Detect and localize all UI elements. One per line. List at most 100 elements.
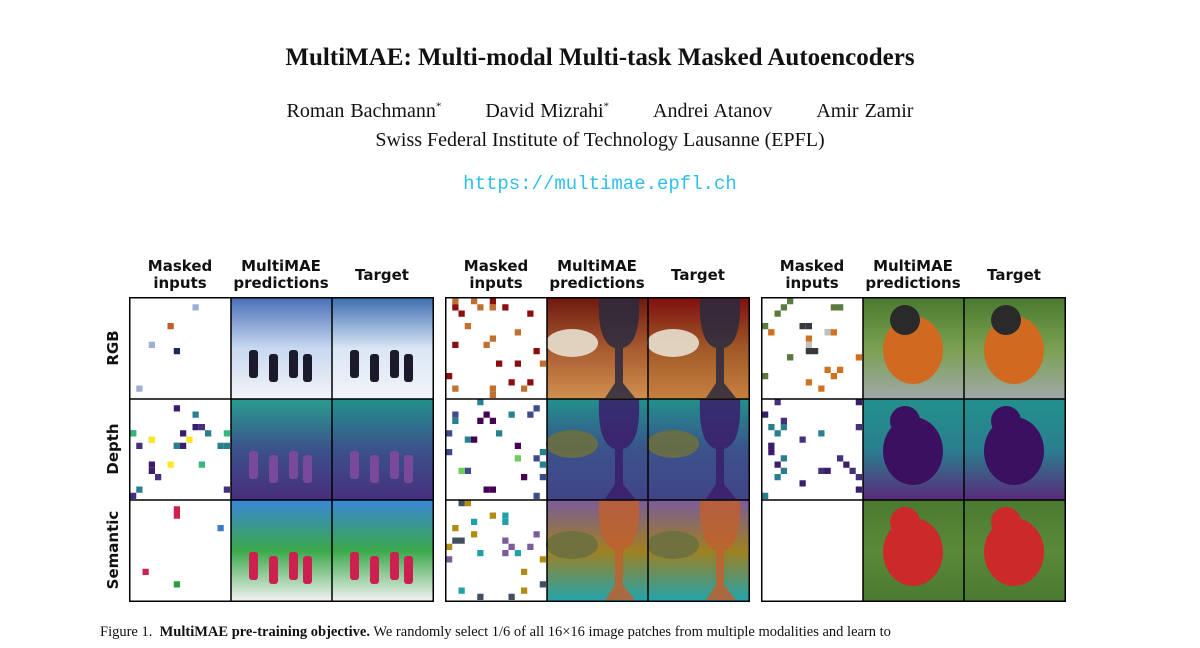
patch [192, 304, 199, 311]
patch [780, 304, 787, 311]
patch [533, 405, 540, 412]
row-label: RGB [104, 330, 122, 366]
patch [830, 373, 837, 380]
patch [192, 424, 199, 431]
patch [173, 348, 180, 355]
patch [167, 323, 174, 330]
patch [464, 500, 471, 507]
plate [647, 531, 699, 559]
header-line: predictions [865, 274, 961, 292]
masked-bg [446, 500, 547, 601]
figure-shape [269, 556, 278, 584]
patch [780, 455, 787, 462]
column-header: MultiMAE predictions [231, 258, 331, 292]
patch [805, 341, 812, 348]
patch [458, 467, 465, 474]
bird-head [890, 507, 920, 537]
patch [148, 467, 155, 474]
figure-shape [269, 455, 278, 483]
patch [768, 329, 775, 336]
patch [768, 449, 775, 456]
patch [142, 568, 149, 575]
patch [539, 581, 546, 588]
masked-bg [762, 500, 863, 601]
column-header: Masked inputs [130, 258, 230, 292]
figure-shape [404, 556, 413, 584]
caption-text: We randomly select 1/6 of all 16×16 imag… [373, 624, 891, 640]
image [332, 500, 433, 601]
patch [855, 354, 862, 361]
plate [546, 531, 598, 559]
patch [173, 506, 180, 513]
header-line: Masked [779, 257, 845, 275]
author-mark: * [603, 100, 610, 113]
patch [130, 492, 137, 499]
caption-label: Figure 1. [100, 624, 153, 640]
figure-shape [289, 451, 298, 479]
author-name: Roman Bachmann [286, 100, 436, 122]
panel-border [129, 297, 434, 602]
patch [533, 348, 540, 355]
patch [471, 531, 478, 538]
patch [496, 360, 503, 367]
patch [186, 436, 193, 443]
authors: Roman Bachmann* David Mizrahi* Andrei Atan… [0, 100, 1200, 123]
panel-border [761, 297, 1066, 602]
patch [167, 461, 174, 468]
header-line: Target [355, 266, 409, 284]
figure-shape [289, 552, 298, 580]
patch [489, 391, 496, 398]
header-line: inputs [785, 274, 839, 292]
patch [787, 298, 794, 305]
patch [471, 518, 478, 525]
patch [502, 537, 509, 544]
patch [452, 298, 459, 305]
patch [527, 379, 534, 386]
patch [223, 442, 230, 449]
patch [824, 366, 831, 373]
figure-shape [350, 350, 359, 378]
patch [774, 474, 781, 481]
bird-head [991, 507, 1021, 537]
patch [489, 385, 496, 392]
column-header: Masked inputs [446, 258, 546, 292]
patch [217, 442, 224, 449]
patch [830, 304, 837, 311]
masked-bg [130, 298, 231, 399]
patch [780, 417, 787, 424]
bird-head [991, 305, 1021, 335]
patch [223, 486, 230, 493]
patch [824, 329, 831, 336]
patch [799, 323, 806, 330]
figure-shape [269, 354, 278, 382]
image [231, 399, 332, 500]
paper-title: MultiMAE: Multi-modal Multi-task Masked … [285, 44, 915, 71]
row-label: Depth [104, 423, 122, 475]
patch [812, 348, 819, 355]
figure-shape [370, 556, 379, 584]
patch [527, 411, 534, 418]
figure-panel [445, 297, 750, 602]
patch [774, 461, 781, 468]
patch [483, 341, 490, 348]
patch [521, 587, 528, 594]
patch [502, 550, 509, 557]
patch [477, 593, 484, 600]
figure-shape [390, 552, 399, 580]
patch [452, 417, 459, 424]
plate [546, 329, 598, 357]
patch [446, 556, 453, 563]
patch [458, 537, 465, 544]
figure-shape [350, 451, 359, 479]
patch [805, 323, 812, 330]
patch [855, 486, 862, 493]
bird-head [991, 406, 1021, 436]
patch [502, 304, 509, 311]
patch [508, 593, 515, 600]
header-line: inputs [469, 274, 523, 292]
bird-head [890, 406, 920, 436]
patch [805, 379, 812, 386]
patch [173, 581, 180, 588]
plate [546, 430, 598, 458]
patch [539, 360, 546, 367]
